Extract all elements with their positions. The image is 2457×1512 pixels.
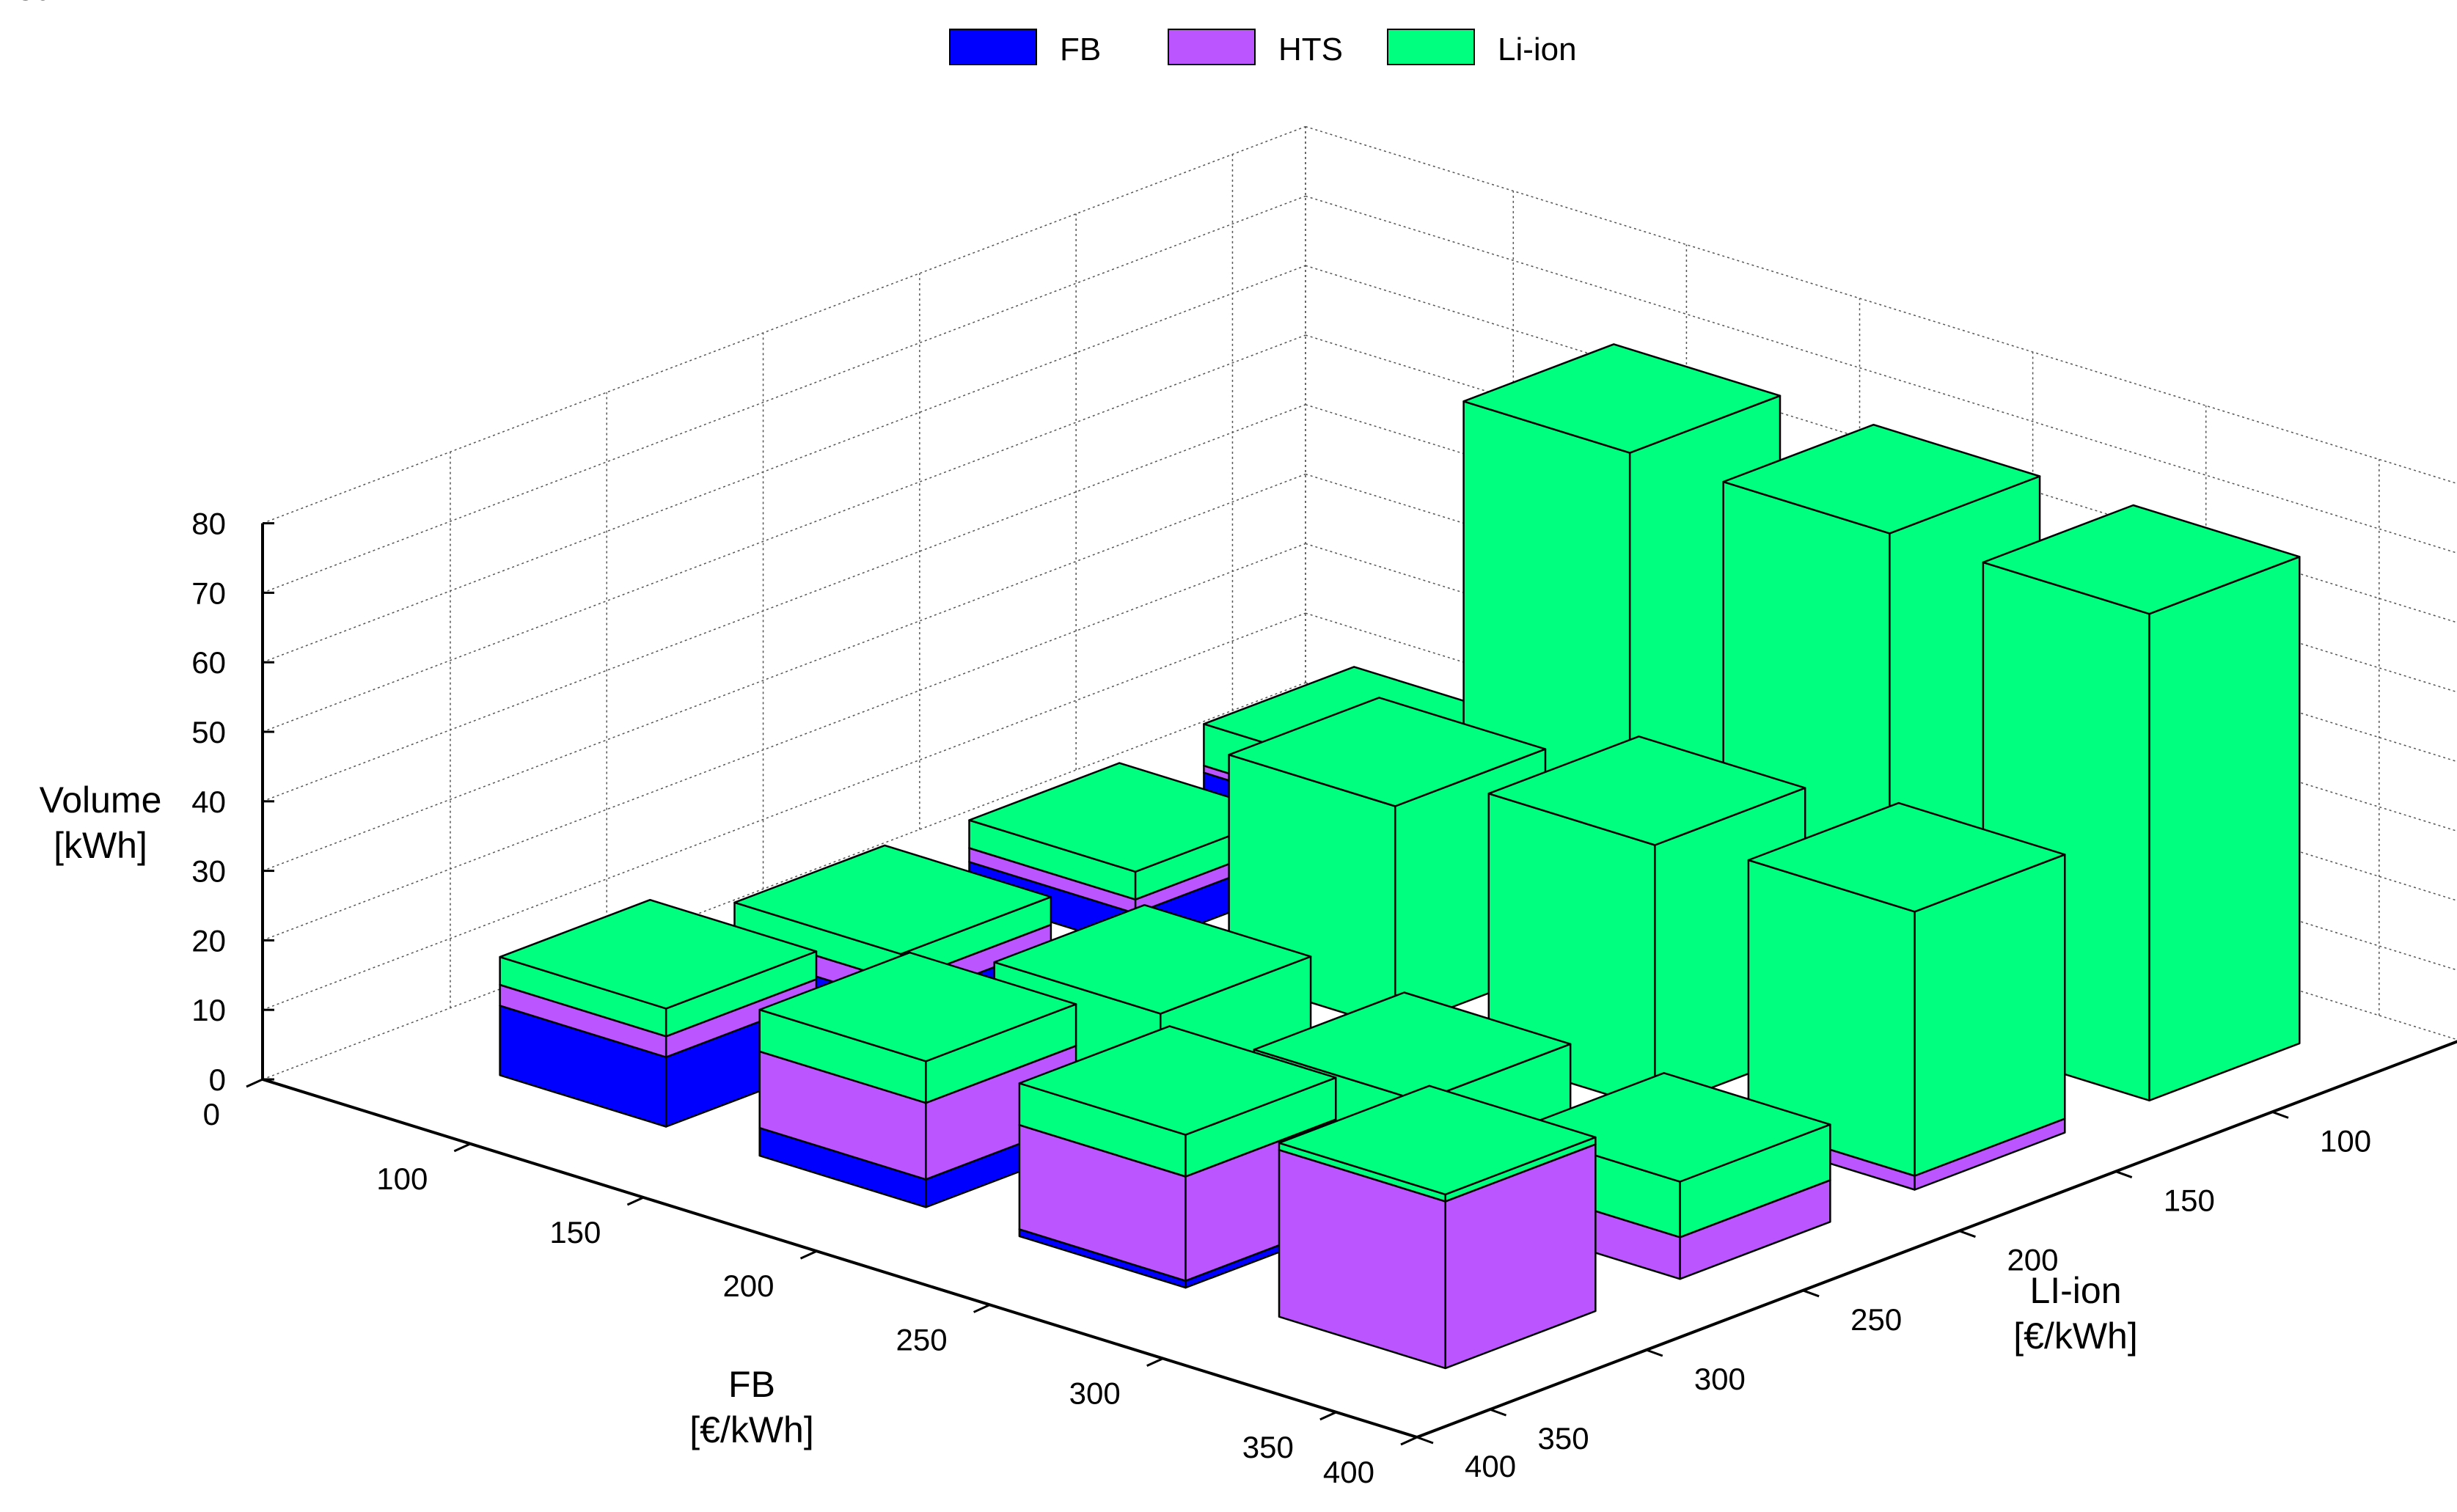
x-tick-label: 400 xyxy=(1323,1455,1374,1489)
bar-face xyxy=(1722,423,2041,535)
x-tick-label: 0 xyxy=(203,1097,220,1131)
z-axis-label-line2: [kWh] xyxy=(54,825,147,866)
x-tick-label: 200 xyxy=(722,1269,774,1303)
y-tick-label: 300 xyxy=(1694,1362,1746,1396)
bar-stack xyxy=(499,898,818,1128)
legend-swatch-li-ion xyxy=(1387,29,1475,65)
y-tick-label: 450 xyxy=(0,0,51,7)
bar-face xyxy=(1462,343,1782,454)
bar-face xyxy=(758,951,1077,1063)
z-tick-label: 30 xyxy=(191,854,226,889)
bar-face xyxy=(1018,1025,1337,1136)
z-tick-label: 60 xyxy=(191,645,226,680)
bar-segment-li-ion xyxy=(1018,1025,1337,1178)
x-tick-mark xyxy=(799,1249,818,1260)
bar-segment-li-ion xyxy=(758,951,1077,1104)
x-tick-mark xyxy=(973,1304,991,1313)
y-tick-label: 350 xyxy=(1538,1421,1589,1456)
bar-segment-li-ion xyxy=(1747,801,2066,1177)
x-tick-mark xyxy=(246,1078,263,1088)
z-tick-label: 10 xyxy=(191,993,226,1027)
x-tick-mark xyxy=(1146,1357,1164,1368)
grid-line xyxy=(262,334,1306,733)
bar-face xyxy=(1278,1085,1597,1196)
y-axis-label-line2: [€/kWh] xyxy=(2013,1315,2137,1357)
legend-swatch-hts xyxy=(1168,29,1256,65)
z-tick-label: 70 xyxy=(191,576,226,610)
x-tick-label: 100 xyxy=(376,1161,428,1196)
bar-face xyxy=(1487,735,1806,846)
z-tick-label: 50 xyxy=(191,715,226,749)
bar-segment-li-ion xyxy=(1278,1085,1597,1203)
y-axis-label: LI-ion [€/kWh] xyxy=(2013,1270,2137,1357)
y-tick-mark xyxy=(1802,1289,1820,1298)
x-tick-mark xyxy=(1319,1411,1337,1421)
bar-face xyxy=(1228,697,1547,807)
grid-line xyxy=(262,195,1306,594)
grid-line xyxy=(262,265,1306,663)
grid-line xyxy=(262,612,1306,1010)
grid-line xyxy=(262,404,1306,802)
x-axis-line xyxy=(262,1078,1418,1439)
y-tick-label: 100 xyxy=(2320,1123,2371,1158)
grid-line xyxy=(262,125,1306,524)
y-axis-label-line1: LI-ion xyxy=(2029,1270,2121,1311)
bar-face xyxy=(2148,556,2301,1102)
y-tick-mark xyxy=(2271,1110,2289,1119)
bar-face xyxy=(1982,504,2301,615)
z-axis-label-line1: Volume xyxy=(40,779,162,821)
z-tick-label: 40 xyxy=(191,785,226,819)
y-tick-label: 200 xyxy=(2007,1243,2058,1277)
y-tick-label: 400 xyxy=(1465,1449,1516,1483)
bar-face xyxy=(993,903,1312,1015)
x-axis-label: FB [€/kWh] xyxy=(689,1364,813,1450)
bar-face xyxy=(1253,991,1572,1102)
bar-face xyxy=(499,898,818,1010)
legend-swatch-fb xyxy=(949,29,1037,65)
x-axis-label-line2: [€/kWh] xyxy=(689,1409,813,1450)
bar-face xyxy=(1747,801,2066,913)
z-tick-label: 80 xyxy=(191,507,226,541)
grid-line xyxy=(1305,195,2457,554)
x-tick-label: 300 xyxy=(1069,1376,1121,1411)
legend-label-fb: FB xyxy=(1060,32,1101,67)
grid-line xyxy=(262,543,1306,942)
y-tick-label: 250 xyxy=(1850,1302,1902,1337)
z-tick-label: 20 xyxy=(191,923,226,958)
x-tick-mark xyxy=(626,1196,645,1206)
bar-stack xyxy=(1018,1025,1337,1289)
y-tick-label: 150 xyxy=(2164,1183,2215,1218)
y-axis-line xyxy=(1416,1040,2457,1439)
chart-bars xyxy=(499,343,2301,1370)
z-tick-label: 0 xyxy=(209,1063,226,1097)
bar-stack xyxy=(1278,1085,1597,1370)
legend-label-hts: HTS xyxy=(1278,32,1343,67)
x-tick-label: 350 xyxy=(1242,1430,1294,1464)
x-tick-label: 150 xyxy=(549,1215,601,1249)
legend-label-li-ion: Li-ion xyxy=(1498,32,1577,67)
y-tick-mark xyxy=(1416,1436,1434,1445)
y-tick-mark xyxy=(2115,1170,2133,1178)
bar-face xyxy=(733,844,1052,955)
z-axis-label: Volume [kWh] xyxy=(40,779,162,866)
x-tick-mark xyxy=(1400,1436,1418,1446)
y-tick-mark xyxy=(1646,1348,1663,1357)
bar-stack xyxy=(758,951,1077,1208)
x-axis-label-line1: FB xyxy=(728,1364,775,1405)
bar-segment-li-ion xyxy=(499,898,818,1038)
legend: FB HTS Li-ion xyxy=(949,29,1577,67)
y-tick-mark xyxy=(1490,1408,1507,1417)
x-tick-label: 250 xyxy=(896,1322,948,1357)
x-tick-mark xyxy=(453,1142,471,1153)
grid-line xyxy=(1305,125,2457,485)
grid-line xyxy=(262,473,1306,872)
grid-line xyxy=(262,682,1306,1080)
y-tick-mark xyxy=(1958,1230,1976,1238)
